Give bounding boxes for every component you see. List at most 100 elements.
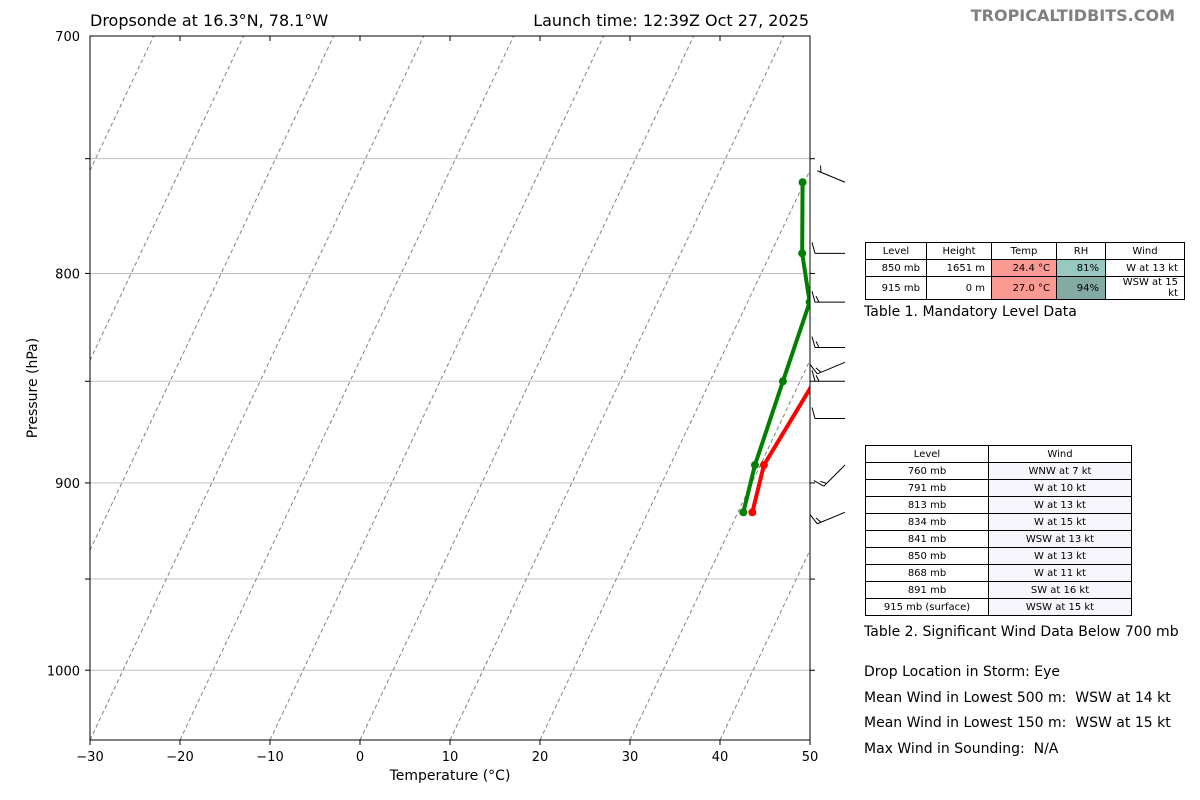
cell-level: 891 mb	[865, 581, 989, 599]
x-tick-label: 30	[622, 750, 639, 765]
cell-wind: W at 13 kt	[1105, 259, 1185, 277]
isotherm-line	[179, 36, 515, 740]
cell-wind: WSW at 15 kt	[1105, 276, 1185, 300]
cell-wind: SW at 16 kt	[988, 581, 1132, 599]
isotherm-line	[90, 36, 335, 552]
table1-caption: Table 1. Mandatory Level Data	[864, 304, 1077, 320]
x-tick-label: 20	[532, 750, 549, 765]
y-tick-label: 900	[55, 477, 80, 492]
chart-title-location: Dropsonde at 16.3°N, 78.1°W	[90, 11, 329, 30]
x-tick-label: 50	[802, 750, 819, 765]
cell-level: 868 mb	[865, 564, 989, 582]
isotherm-line	[539, 169, 810, 740]
dewpoint-point	[805, 298, 810, 307]
table-header-row: Level Wind	[865, 445, 1132, 463]
cell-level: 813 mb	[865, 496, 989, 514]
y-tick-label: 800	[55, 267, 80, 282]
wind-barb	[811, 290, 845, 303]
isotherm-line	[809, 738, 810, 740]
cell-wind: WNW at 7 kt	[988, 462, 1132, 480]
cell-rh: 94%	[1056, 276, 1106, 300]
cell-temp: 27.0 °C	[991, 276, 1057, 300]
wind-barb	[811, 336, 845, 348]
x-tick-label: −10	[256, 750, 283, 765]
mean-wind-150m-text: Mean Wind in Lowest 150 m: WSW at 15 kt	[864, 715, 1171, 731]
table-row: 791 mb W at 10 kt	[865, 479, 1132, 497]
wind-barb	[813, 464, 846, 487]
significant-wind-table: Level Wind 760 mb WNW at 7 kt 791 mb W at 1…	[865, 445, 1132, 616]
max-wind-text: Max Wind in Sounding: N/A	[864, 741, 1059, 757]
col-wind-header: Wind	[988, 445, 1132, 463]
table-row: 850 mb 1651 m 24.4 °C 81% W at 13 kt	[865, 259, 1185, 277]
cell-level: 791 mb	[865, 479, 989, 497]
x-tick-label: −20	[166, 750, 193, 765]
dewpoint-line	[741, 182, 810, 513]
grid-layer	[90, 36, 810, 740]
x-tick-label: 10	[442, 750, 459, 765]
x-tick-label: 40	[712, 750, 729, 765]
cell-level: 834 mb	[865, 513, 989, 531]
table-header-row: Level Height Temp RH Wind	[865, 242, 1185, 260]
wind-barb	[811, 242, 845, 254]
cell-height: 0 m	[926, 276, 992, 300]
cell-temp: 24.4 °C	[991, 259, 1057, 277]
dewpoint-point	[778, 377, 787, 386]
mean-wind-500m-text: Mean Wind in Lowest 500 m: WSW at 14 kt	[864, 690, 1171, 706]
tick-layer: −30 −20 −10 0 10 20 30 40 50 700 800 900 1000	[47, 30, 818, 765]
cell-wind: WSW at 13 kt	[988, 530, 1132, 548]
plot-frame	[89, 35, 811, 741]
wind-barb	[811, 407, 845, 420]
dewpoint-point	[798, 178, 807, 187]
cell-height: 1651 m	[926, 259, 992, 277]
y-tick-label: 1000	[47, 664, 80, 679]
cell-wind: W at 13 kt	[988, 547, 1132, 565]
x-axis-label: Temperature (°C)	[389, 768, 511, 784]
cell-rh: 81%	[1056, 259, 1106, 277]
isotherm-line	[719, 548, 810, 740]
cell-level: 841 mb	[865, 530, 989, 548]
table-row: 841 mb WSW at 13 kt	[865, 530, 1132, 548]
cell-level: 850 mb	[865, 259, 927, 277]
temperature-line	[750, 384, 810, 513]
table-row: 760 mb WNW at 7 kt	[865, 462, 1132, 480]
cell-wind: WSW at 15 kt	[988, 598, 1132, 616]
x-tick-label: −30	[76, 750, 103, 765]
chart-title-launch-time: Launch time: 12:39Z Oct 27, 2025	[533, 11, 809, 30]
temperature-point	[748, 508, 757, 517]
col-rh-header: RH	[1056, 242, 1106, 260]
col-level-header: Level	[865, 242, 927, 260]
cell-wind: W at 15 kt	[988, 513, 1132, 531]
table2-caption: Table 2. Significant Wind Data Below 700…	[864, 624, 1179, 640]
cell-level: 760 mb	[865, 462, 989, 480]
y-axis-label: Pressure (hPa)	[25, 338, 41, 438]
dewpoint-point	[739, 508, 748, 517]
wind-barb	[817, 165, 846, 183]
isotherm-line	[90, 36, 425, 740]
dewpoint-point	[750, 461, 759, 470]
cell-level: 850 mb	[865, 547, 989, 565]
temperature-point	[759, 461, 768, 470]
cell-wind: W at 10 kt	[988, 479, 1132, 497]
cell-wind: W at 11 kt	[988, 564, 1132, 582]
table-row: 915 mb (surface) WSW at 15 kt	[865, 598, 1132, 616]
col-level-header: Level	[865, 445, 989, 463]
brand-watermark: TROPICALTIDBITS.COM	[970, 6, 1175, 25]
table-row: 868 mb W at 11 kt	[865, 564, 1132, 582]
drop-location-text: Drop Location in Storm: Eye	[864, 664, 1061, 680]
wind-barb-layer	[809, 165, 846, 525]
wind-barb	[809, 361, 846, 375]
cell-level: 915 mb (surface)	[865, 598, 989, 616]
table-row: 850 mb W at 13 kt	[865, 547, 1132, 565]
cell-wind: W at 13 kt	[988, 496, 1132, 514]
table-row: 891 mb SW at 16 kt	[865, 581, 1132, 599]
wind-barb	[809, 511, 846, 525]
series-layer	[739, 178, 810, 517]
isotherm-line	[449, 36, 785, 740]
isotherm-line	[90, 36, 155, 172]
skewt-chart: −30 −20 −10 0 10 20 30 40 50 700 800 900 1000 Temper…	[25, 30, 846, 784]
wind-barb	[811, 370, 845, 382]
col-wind-header: Wind	[1105, 242, 1185, 260]
col-height-header: Height	[926, 242, 992, 260]
table-row: 813 mb W at 13 kt	[865, 496, 1132, 514]
table-row: 915 mb 0 m 27.0 °C 94% WSW at 15 kt	[865, 276, 1185, 300]
